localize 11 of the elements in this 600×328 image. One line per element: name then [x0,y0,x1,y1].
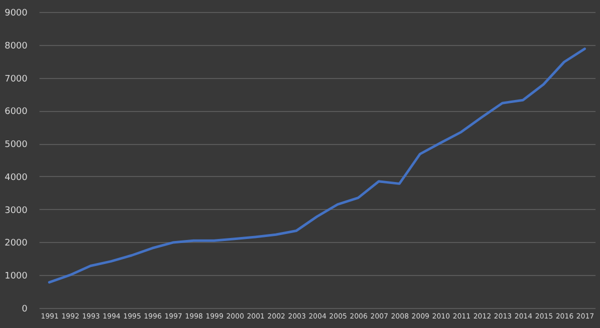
y-tick-label: 5000 [4,140,28,150]
y-tick-label: 8000 [4,41,28,52]
y-tick-label: 1000 [4,272,28,282]
y-tick-label: 2000 [4,238,28,249]
y-tick-label: 6000 [4,107,28,118]
y-tick-label: 3000 [4,206,28,216]
y-tick-label: 0 [22,304,28,314]
y-tick-label: 4000 [4,172,28,183]
line-series [48,48,586,284]
y-tick-label: 9000 [4,8,28,18]
y-tick-label: 7000 [4,74,28,84]
